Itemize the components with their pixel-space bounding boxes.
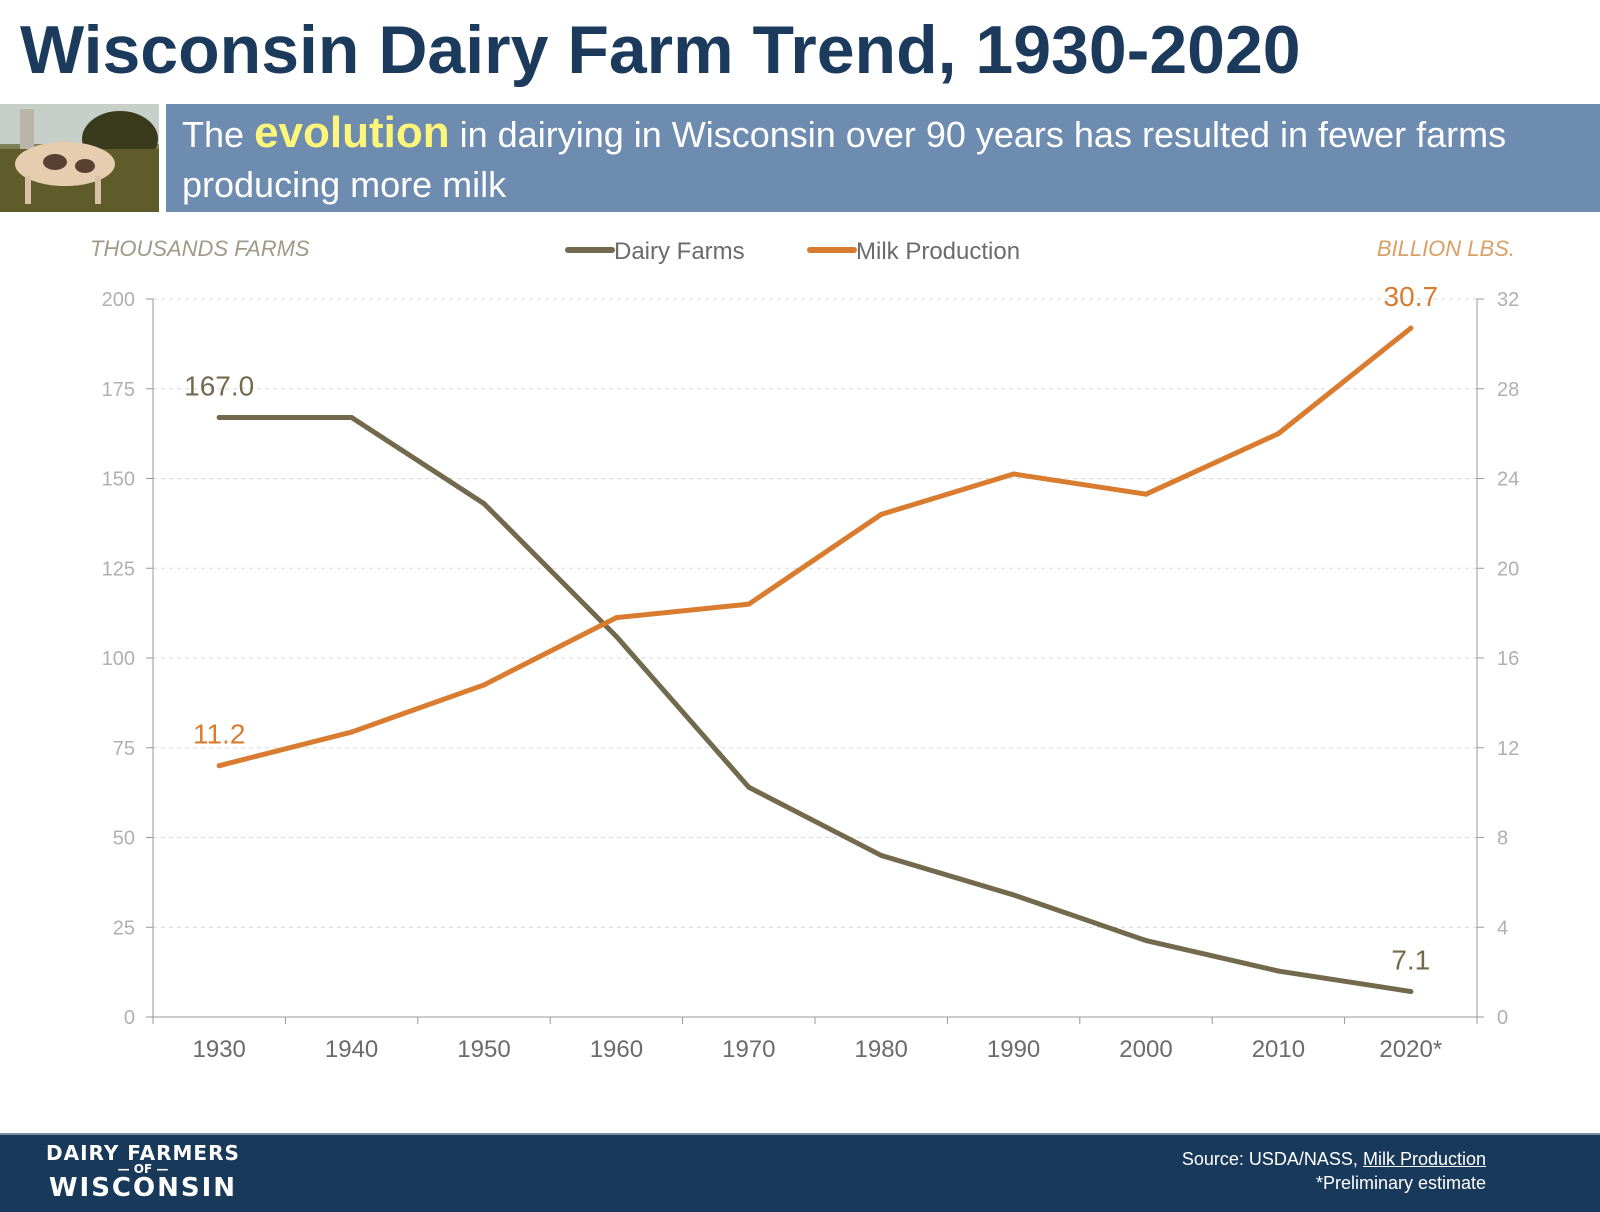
data-point bbox=[613, 615, 619, 621]
right-tick-label: 4 bbox=[1497, 917, 1508, 939]
dual-axis-line-chart: THOUSANDS FARMS BILLION LBS. Dairy Farms… bbox=[90, 236, 1519, 1063]
left-tick-label: 100 bbox=[102, 648, 135, 670]
data-point bbox=[1408, 989, 1414, 995]
right-axis-label: BILLION LBS. bbox=[1377, 236, 1515, 261]
banner-prefix: The bbox=[182, 114, 245, 155]
banner-highlight: evolution bbox=[254, 108, 450, 157]
source-note: Source: USDA/NASS, Milk Production *Prel… bbox=[1182, 1147, 1486, 1195]
right-tick-label: 24 bbox=[1497, 469, 1519, 491]
left-tick-label: 200 bbox=[102, 289, 135, 311]
left-tick-label: 0 bbox=[124, 1007, 135, 1029]
cow-photo bbox=[0, 104, 159, 212]
data-point bbox=[878, 852, 884, 858]
x-tick-label: 1960 bbox=[590, 1036, 643, 1063]
left-tick-label: 25 bbox=[113, 917, 135, 939]
right-tick-label: 20 bbox=[1497, 558, 1519, 580]
subtitle-banner: The evolution in dairying in Wisconsin o… bbox=[166, 104, 1600, 212]
x-tick-label: 1930 bbox=[193, 1036, 246, 1063]
series-line-dairy-farms bbox=[216, 414, 1414, 995]
data-point bbox=[746, 601, 752, 607]
data-point bbox=[878, 511, 884, 517]
right-tick-label: 8 bbox=[1497, 828, 1508, 850]
data-point bbox=[1143, 491, 1149, 497]
dairy-farmers-logo: DAIRY FARMERS — OF — WISCONSIN bbox=[46, 1141, 240, 1203]
left-tick-label: 50 bbox=[113, 828, 135, 850]
data-label: 7.1 bbox=[1391, 945, 1430, 976]
footer: DAIRY FARMERS — OF — WISCONSIN Source: U… bbox=[0, 1133, 1600, 1212]
legend-label-dairy-farms: Dairy Farms bbox=[614, 238, 745, 265]
data-label: 167.0 bbox=[184, 370, 254, 401]
preliminary-note: *Preliminary estimate bbox=[1315, 1173, 1486, 1193]
data-label: 11.2 bbox=[193, 719, 245, 750]
x-tick-label: 1970 bbox=[722, 1036, 775, 1063]
data-point bbox=[1275, 968, 1281, 974]
right-tick-label: 32 bbox=[1497, 289, 1519, 311]
data-point bbox=[746, 784, 752, 790]
page-title: Wisconsin Dairy Farm Trend, 1930-2020 bbox=[20, 12, 1301, 88]
x-tick-label: 1940 bbox=[325, 1036, 378, 1063]
data-point bbox=[349, 729, 355, 735]
left-axis-label: THOUSANDS FARMS bbox=[90, 236, 310, 261]
right-tick-label: 0 bbox=[1497, 1007, 1508, 1029]
x-tick-label: 2000 bbox=[1119, 1036, 1172, 1063]
left-tick-label: 150 bbox=[102, 469, 135, 491]
data-point bbox=[481, 501, 487, 507]
banner-suffix: in dairying in Wisconsin over 90 years h… bbox=[182, 114, 1507, 205]
legend-label-milk-production: Milk Production bbox=[856, 238, 1020, 265]
data-point bbox=[481, 682, 487, 688]
data-point bbox=[216, 414, 222, 420]
data-point bbox=[349, 414, 355, 420]
x-tick-label: 2020* bbox=[1379, 1036, 1442, 1063]
data-point bbox=[1275, 431, 1281, 437]
x-tick-label: 1950 bbox=[457, 1036, 510, 1063]
right-tick-label: 28 bbox=[1497, 379, 1519, 401]
data-label: 30.7 bbox=[1384, 281, 1439, 312]
series-line-milk-production bbox=[216, 325, 1414, 769]
data-point bbox=[1011, 471, 1017, 477]
right-tick-label: 12 bbox=[1497, 738, 1519, 760]
data-point bbox=[1143, 938, 1149, 944]
legend: Dairy Farms Milk Production bbox=[565, 238, 1020, 265]
x-tick-label: 2010 bbox=[1252, 1036, 1305, 1063]
source-prefix: Source: USDA/NASS, bbox=[1181, 1149, 1358, 1169]
milk-production-link[interactable]: Milk Production bbox=[1362, 1149, 1486, 1169]
left-tick-label: 175 bbox=[102, 379, 135, 401]
x-tick-label: 1990 bbox=[987, 1036, 1040, 1063]
data-point bbox=[1011, 892, 1017, 898]
left-tick-label: 75 bbox=[113, 738, 135, 760]
x-tick-label: 1980 bbox=[855, 1036, 908, 1063]
data-point bbox=[613, 633, 619, 639]
data-point bbox=[1408, 325, 1414, 331]
right-tick-label: 16 bbox=[1497, 648, 1519, 670]
left-tick-label: 125 bbox=[102, 558, 135, 580]
cow-illustration bbox=[0, 104, 159, 212]
data-point bbox=[216, 763, 222, 769]
